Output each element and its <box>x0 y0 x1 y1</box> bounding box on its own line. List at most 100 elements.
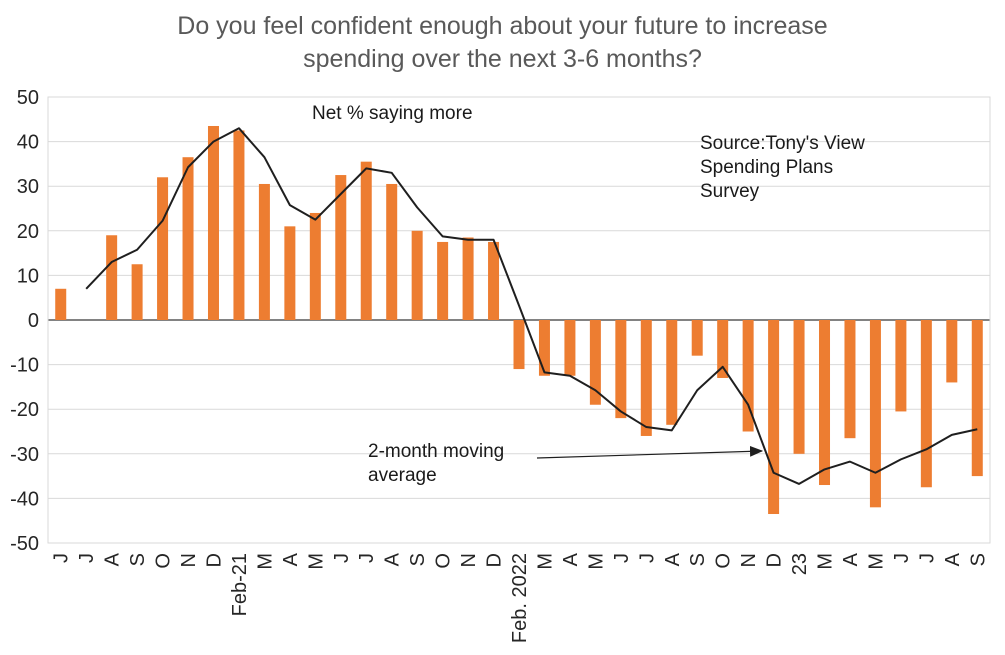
y-tick-label: -10 <box>10 355 39 377</box>
bar <box>971 320 983 477</box>
x-tick-label: A <box>560 552 582 566</box>
x-tick-label: D <box>764 553 786 567</box>
bar <box>258 183 270 320</box>
bar <box>437 241 449 320</box>
bar <box>819 320 831 486</box>
x-tick-label: 23 <box>789 553 811 575</box>
x-tick-label: J <box>636 553 658 563</box>
x-tick-label: M <box>865 553 887 570</box>
x-tick-label: N <box>458 553 480 567</box>
bar <box>131 264 143 320</box>
y-tick-label: 20 <box>17 221 39 243</box>
y-tick-label: 10 <box>17 265 39 287</box>
x-tick-label: M <box>254 553 276 570</box>
moving-average-annotation: 2-month moving average <box>368 440 504 488</box>
bar <box>462 237 474 320</box>
bar <box>284 226 296 320</box>
x-tick-label: J <box>51 553 73 563</box>
bar <box>233 130 245 320</box>
bar <box>895 320 907 412</box>
bar <box>538 320 550 376</box>
bar <box>513 320 525 370</box>
x-tick-label: N <box>178 553 200 567</box>
x-tick-label: A <box>382 552 404 566</box>
x-tick-label: Feb. 2022 <box>509 553 531 643</box>
bar <box>717 320 729 378</box>
chart-title-line-1: Do you feel confident enough about your … <box>177 12 828 40</box>
x-tick-label: S <box>967 553 989 566</box>
x-tick-label: M <box>534 553 556 570</box>
moving-average-annotation-line-1: 2-month moving <box>368 441 505 462</box>
bar <box>844 320 856 439</box>
y-tick-label: -50 <box>10 533 39 555</box>
bar <box>920 320 932 488</box>
x-tick-label: N <box>738 553 760 567</box>
x-tick-label: S <box>407 553 429 566</box>
x-tick-label: S <box>127 553 149 566</box>
bar <box>335 175 347 320</box>
y-tick-label: -30 <box>10 444 39 466</box>
y-tick-label: 50 <box>17 87 39 109</box>
x-tick-label: D <box>203 553 225 567</box>
moving-average-annotation-line-2: average <box>368 465 437 486</box>
source-annotation-line-3: Survey <box>700 181 760 202</box>
series-label-annotation: Net % saying more <box>312 103 473 124</box>
x-tick-label: J <box>76 553 98 563</box>
x-tick-label: O <box>713 553 735 569</box>
bar <box>640 320 652 436</box>
source-annotation-line-1: Source:Tony's View <box>700 133 865 154</box>
x-tick-label: A <box>280 552 302 566</box>
bar <box>488 241 500 320</box>
bar <box>106 235 118 320</box>
x-tick-label: J <box>916 553 938 563</box>
y-tick-label: -40 <box>10 488 39 510</box>
moving-average-line <box>85 127 978 485</box>
bar <box>386 183 398 320</box>
y-tick-label: 30 <box>17 176 39 198</box>
x-tick-label: O <box>153 553 175 569</box>
bar <box>691 320 703 356</box>
x-tick-label: O <box>433 553 455 569</box>
chart-title-line-2: spending over the next 3-6 months? <box>303 45 702 73</box>
bar <box>564 320 576 376</box>
x-tick-label: D <box>484 553 506 567</box>
bar <box>360 161 372 320</box>
y-tick-label: 40 <box>17 132 39 154</box>
x-tick-label: J <box>356 553 378 563</box>
bar <box>666 320 678 425</box>
x-tick-label: Feb-21 <box>229 553 251 616</box>
bar <box>55 288 67 320</box>
bar <box>946 320 958 383</box>
bar <box>768 320 780 515</box>
annotation-arrow <box>536 445 764 459</box>
x-tick-label: A <box>942 552 964 566</box>
y-tick-label: -20 <box>10 399 39 421</box>
x-tick-label: J <box>891 553 913 563</box>
bar <box>869 320 881 508</box>
x-tick-label: A <box>102 552 124 566</box>
x-tick-label: J <box>611 553 633 563</box>
bar <box>742 320 754 432</box>
bar <box>411 230 423 320</box>
bar <box>207 125 219 321</box>
x-tick-label: S <box>687 553 709 566</box>
source-annotation: Source:Tony's View Spending Plans Survey <box>700 132 865 204</box>
x-tick-label: M <box>305 553 327 570</box>
x-tick-label: M <box>815 553 837 570</box>
bar <box>182 157 194 320</box>
source-annotation-line-2: Spending Plans <box>700 157 834 178</box>
bar <box>615 320 627 419</box>
bar <box>309 212 321 320</box>
bar <box>589 320 601 405</box>
x-tick-label: A <box>662 552 684 566</box>
plot-border <box>47 96 991 544</box>
x-tick-label: J <box>331 553 353 563</box>
x-tick-label: A <box>840 552 862 566</box>
bar <box>793 320 805 454</box>
y-tick-label: 0 <box>28 310 39 332</box>
bar <box>157 177 169 320</box>
chart-title: Do you feel confident enough about your … <box>0 10 1005 76</box>
x-tick-label: M <box>585 553 607 570</box>
